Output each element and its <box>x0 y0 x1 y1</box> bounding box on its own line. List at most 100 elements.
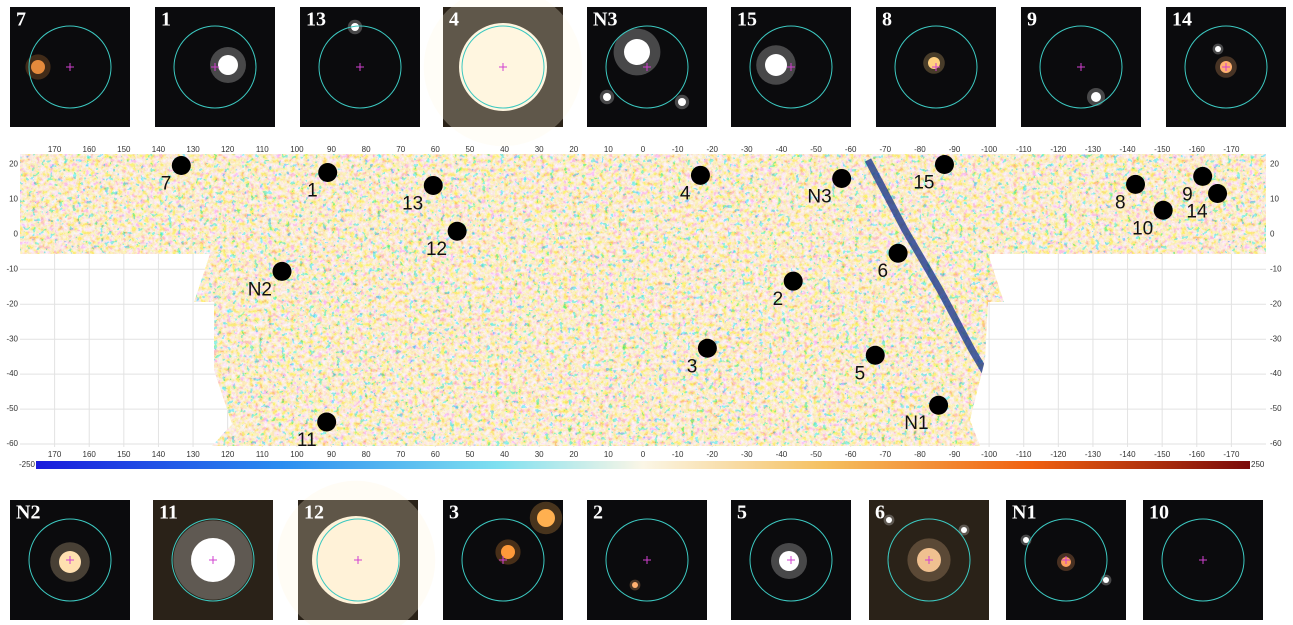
center-cross <box>643 556 651 564</box>
thumbnail: 2 <box>587 500 707 620</box>
center-cross <box>787 63 795 71</box>
source-label: N2 <box>248 279 272 300</box>
source-marker <box>272 261 292 281</box>
x-tick-label: 120 <box>221 145 235 154</box>
y-tick-label: -60 <box>6 439 18 448</box>
y-tick-label: -20 <box>1270 299 1282 308</box>
x-tick-label: -90 <box>949 145 961 154</box>
x-tick-label: 130 <box>186 145 200 154</box>
x-tick-label: -150 <box>1154 450 1171 459</box>
star <box>501 545 515 559</box>
x-tick-label: -100 <box>981 145 998 154</box>
thumbnail-label: N1 <box>1012 502 1036 524</box>
source-marker <box>888 243 908 263</box>
star <box>678 98 686 106</box>
source-marker <box>697 338 717 358</box>
star <box>1091 92 1101 102</box>
thumbnail-label: 6 <box>875 502 885 524</box>
x-tick-label: 150 <box>117 145 131 154</box>
center-cross <box>1077 63 1085 71</box>
center-cross <box>643 63 651 71</box>
x-tick-label: -70 <box>879 450 891 459</box>
x-tick-label: 20 <box>569 145 578 154</box>
x-tick-label: -120 <box>1050 450 1067 459</box>
star <box>961 527 967 533</box>
y-tick-label: -40 <box>1270 369 1282 378</box>
x-tick-label: 90 <box>327 450 336 459</box>
x-tick-label: 60 <box>431 145 440 154</box>
x-tick-label: 80 <box>362 450 371 459</box>
source-marker <box>1153 200 1173 220</box>
y-tick-label: -30 <box>1270 334 1282 343</box>
center-cross <box>499 63 507 71</box>
overlay: 1701701601601501501401401301301201201101… <box>6 0 1286 625</box>
source-label: 11 <box>297 430 317 451</box>
thumbnail: 11 <box>153 500 273 620</box>
source-marker <box>318 163 338 183</box>
thumbnail: 15 <box>731 7 851 127</box>
thumbnail: 10 <box>1143 500 1263 620</box>
y-tick-label: -10 <box>6 264 18 273</box>
star <box>603 93 611 101</box>
x-tick-label: 160 <box>83 145 97 154</box>
x-tick-label: -30 <box>741 145 753 154</box>
thumbnail: 4 <box>423 0 583 147</box>
x-tick-label: -60 <box>845 145 857 154</box>
x-tick-label: 70 <box>396 145 405 154</box>
source-marker <box>1126 174 1146 194</box>
x-tick-label: -30 <box>741 450 753 459</box>
star <box>218 55 238 75</box>
center-cross <box>354 556 362 564</box>
center-cross <box>932 63 940 71</box>
center-cross <box>925 556 933 564</box>
x-tick-label: 50 <box>465 145 474 154</box>
thumbnail-label: 11 <box>159 502 178 524</box>
aperture-circle <box>316 518 400 602</box>
star <box>886 517 892 523</box>
star <box>1215 46 1221 52</box>
x-tick-label: 60 <box>431 450 440 459</box>
source-label: 1 <box>307 181 318 202</box>
colorbar-label: -250 <box>19 460 36 469</box>
x-tick-label: 110 <box>256 450 269 459</box>
star <box>31 60 45 74</box>
thumbnail: N3 <box>587 7 707 127</box>
thumbnail-label: 3 <box>449 502 459 524</box>
y-tick-label: -30 <box>6 334 18 343</box>
star <box>1023 537 1029 543</box>
aperture-circle <box>173 25 257 109</box>
source-marker <box>934 154 954 174</box>
source-label: 5 <box>855 363 866 384</box>
source-label: 12 <box>426 239 447 260</box>
source-marker <box>171 156 191 176</box>
source-marker <box>929 395 949 415</box>
x-tick-label: -60 <box>845 450 857 459</box>
x-tick-label: -170 <box>1223 450 1240 459</box>
thumbnail-label: 13 <box>306 9 326 31</box>
thumbnail-label: 12 <box>304 502 324 524</box>
x-tick-label: -40 <box>776 450 788 459</box>
x-tick-label: 140 <box>152 145 166 154</box>
y-tick-label: -50 <box>6 404 18 413</box>
colorbar-label: 250 <box>1251 460 1265 469</box>
source-marker <box>865 345 885 365</box>
aperture-circle <box>749 25 833 109</box>
center-cross <box>499 556 507 564</box>
y-tick-label: 20 <box>9 160 18 169</box>
y-tick-label: -40 <box>6 369 18 378</box>
source-label: 8 <box>1115 192 1126 213</box>
source-label: 2 <box>773 289 784 310</box>
aperture-circle <box>1161 518 1245 602</box>
thumbnail: 7 <box>10 7 130 127</box>
aperture-circle <box>605 518 689 602</box>
x-tick-label: 0 <box>641 145 646 154</box>
x-tick-label: 140 <box>152 450 166 459</box>
x-tick-label: 70 <box>396 450 405 459</box>
center-cross <box>211 63 219 71</box>
source-marker <box>690 165 710 185</box>
thumbnail: 9 <box>1021 7 1141 127</box>
source-label: 3 <box>687 356 698 377</box>
y-tick-label: -20 <box>6 299 18 308</box>
y-tick-label: 0 <box>14 229 19 238</box>
source-label: 7 <box>161 174 172 195</box>
